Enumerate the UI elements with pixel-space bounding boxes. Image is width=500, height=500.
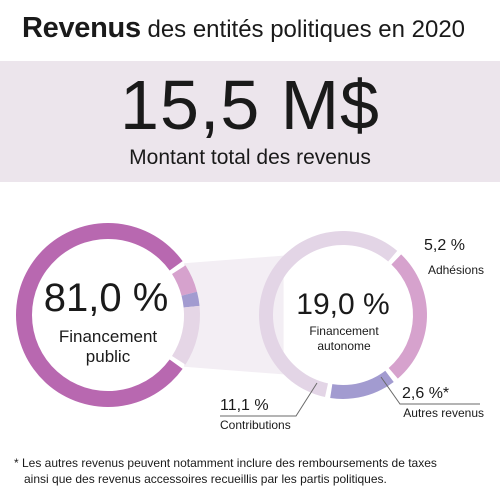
footnote-line-1: * Les autres revenus peuvent notamment i… xyxy=(14,456,437,470)
title-strong: Revenus xyxy=(22,12,141,44)
total-label: Montant total des revenus xyxy=(129,146,371,169)
total-band: 15,5 M$ Montant total des revenus xyxy=(0,61,500,182)
label-autres-value: 2,6 %* xyxy=(402,385,449,402)
slice-contributions xyxy=(259,231,398,398)
donut-financement-public xyxy=(15,222,200,407)
connector-wedge-shape xyxy=(184,255,284,375)
slice-autonome-contributions xyxy=(172,305,200,365)
footnote: * Les autres revenus peuvent notamment i… xyxy=(14,455,494,487)
chart-title: Revenus des entités politiques en 2020 xyxy=(22,12,465,45)
donut2-center-label-line1: Financement xyxy=(309,324,379,338)
donut2-center-label-line2: autonome xyxy=(317,339,371,353)
donut1-center-value: 81,0 % xyxy=(44,276,169,320)
label-autres-name: Autres revenus xyxy=(403,406,484,420)
title-rest: des entités politiques en 2020 xyxy=(140,16,466,43)
total-amount: 15,5 M$ xyxy=(120,66,380,144)
leader-line-contributions xyxy=(220,382,318,417)
donut-financement-autonome xyxy=(259,231,427,400)
donut2-center-value: 19,0 % xyxy=(296,288,389,321)
label-contributions-value: 11,1 % xyxy=(220,397,269,414)
label-adhesions-value: 5,2 % xyxy=(424,237,465,254)
label-contributions-name: Contributions xyxy=(220,418,291,432)
footnote-line-2: ainsi que des revenus accessoires recuei… xyxy=(24,472,387,486)
donut1-center-label-line1: Financement xyxy=(59,327,158,346)
slice-adhesions xyxy=(388,254,427,379)
slice-autonome-adhesions xyxy=(172,265,198,296)
slice-autres-revenus xyxy=(330,370,394,400)
label-adhesions-name: Adhésions xyxy=(428,263,484,277)
donut1-center-label-line2: public xyxy=(86,347,131,366)
connector-wedge xyxy=(184,255,284,375)
slice-autonome-autres-revenus xyxy=(181,291,200,308)
leader-line-autres xyxy=(380,376,480,405)
